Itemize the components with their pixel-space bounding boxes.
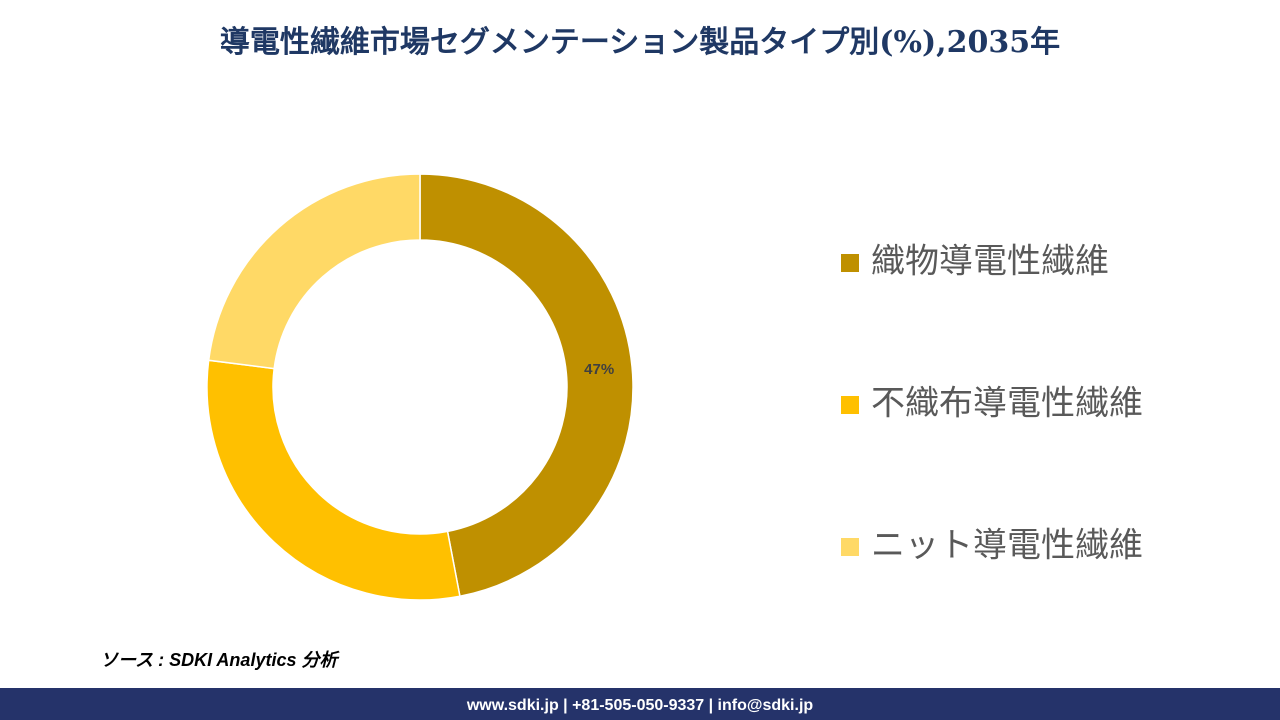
data-label: 47%: [584, 361, 614, 378]
legend-swatch: [841, 538, 859, 556]
legend-swatch: [841, 396, 859, 414]
legend-swatch: [841, 254, 859, 272]
chart-title: 導電性繊維市場セグメンテーション製品タイプ別(%),2035年: [220, 25, 1060, 60]
donut-segment: [206, 359, 461, 601]
footer-band: [0, 688, 1280, 720]
legend-label: 不織布導電性繊維: [871, 384, 1143, 424]
donut-segment: [207, 173, 421, 370]
footer-text: www.sdki.jp | +81-505-050-9337 | info@sd…: [466, 697, 814, 714]
donut-segment: [419, 173, 634, 598]
legend-label: 織物導電性繊維: [871, 242, 1109, 282]
legend-label: ニット導電性繊維: [871, 526, 1143, 566]
source-note: ソース : SDKI Analytics 分析: [100, 650, 340, 670]
